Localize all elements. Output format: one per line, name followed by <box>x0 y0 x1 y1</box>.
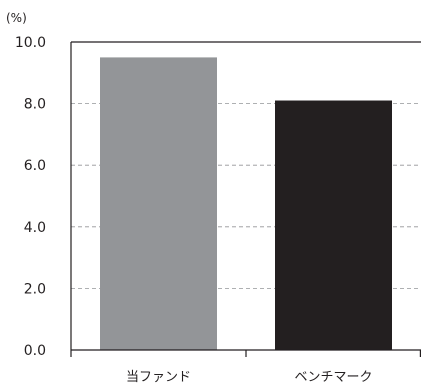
y-tick-label: 8.0 <box>24 97 46 113</box>
bar <box>100 57 217 351</box>
y-tick-label: 4.0 <box>24 220 46 236</box>
y-tick-label: 6.0 <box>24 158 46 174</box>
y-tick-label: 10.0 <box>15 35 46 51</box>
category-labels: 当ファンド ベンチマーク <box>126 370 373 384</box>
category-label: 当ファンド <box>126 370 191 384</box>
category-label: ベンチマーク <box>294 370 372 384</box>
y-tick-label: 2.0 <box>24 281 46 297</box>
bars <box>100 57 392 351</box>
y-unit-label: (%) <box>6 11 27 25</box>
x-tick-marks <box>70 350 421 357</box>
y-tick-label: 0.0 <box>24 343 46 359</box>
bar <box>275 100 392 351</box>
y-tick-labels: 0.0 2.0 4.0 6.0 8.0 10.0 <box>15 35 46 359</box>
